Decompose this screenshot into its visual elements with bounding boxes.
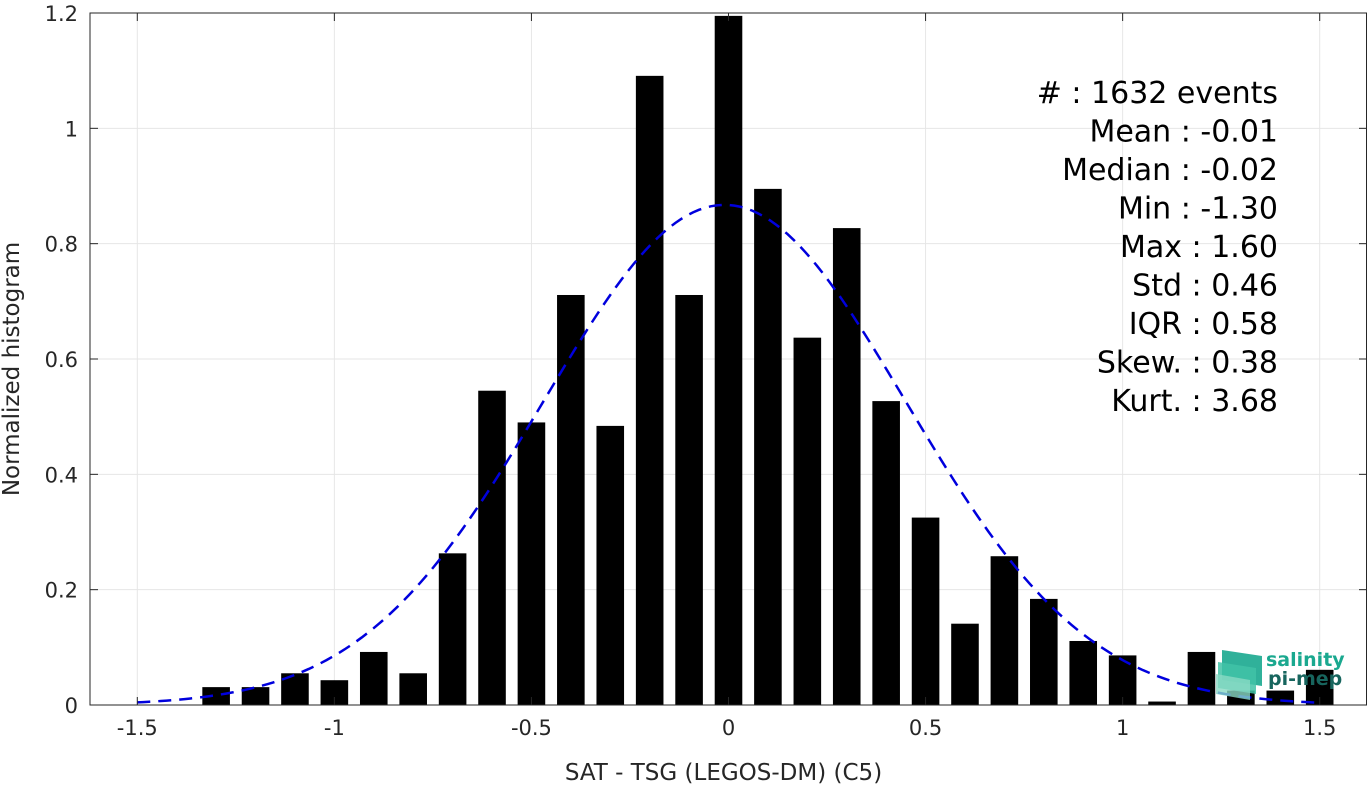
histogram-bar [478,390,506,705]
stats-line: Median : -0.02 [1062,153,1278,188]
histogram-bar [793,337,822,705]
stats-line: Std : 0.46 [1132,269,1278,304]
x-axis-ticks: -1.5 -1 -0.5 0 0.5 1 1.5 [117,13,1336,740]
y-tick-label: 1.2 [45,2,78,26]
histogram-bar [517,422,546,705]
histogram-bar [990,556,1019,705]
histogram-bar [241,687,270,705]
y-tick-label: 0.6 [45,348,78,372]
histogram-bar [911,517,940,705]
x-tick-label: 1.5 [1303,716,1336,740]
x-tick-label: 1 [1116,716,1129,740]
logo-text-pi-mep: pi-mep [1268,668,1342,690]
histogram-bar [399,673,427,705]
histogram-bar [714,15,743,705]
y-axis-label: Normalized histogram [0,242,25,496]
histogram-bar [557,294,585,705]
histogram-bar [1069,640,1098,705]
x-tick-label: 0 [722,716,735,740]
x-tick-label: -1.5 [117,716,158,740]
histogram-bar [1266,690,1295,705]
x-tick-label: -0.5 [511,716,552,740]
histogram-bar [596,425,625,705]
normal-fit-curve [137,203,1320,704]
histogram-bar [675,294,703,705]
stats-line: Mean : -0.01 [1089,115,1278,150]
stats-line: Skew. : 0.38 [1097,346,1278,381]
x-axis-label: SAT - TSG (LEGOS-DM) (C5) [565,760,882,785]
histogram-bar [1108,655,1137,705]
histogram-bar [1030,598,1058,705]
logo-mark-icon [1216,650,1262,700]
stats-line: Max : 1.60 [1120,230,1278,265]
stats-line: IQR : 0.58 [1129,307,1278,342]
stats-line: Kurt. : 3.68 [1111,384,1278,419]
histogram-bar [635,75,664,705]
stats-line: Min : -1.30 [1118,192,1278,227]
y-tick-label: 1 [65,117,78,141]
stats-line: # : 1632 events [1037,76,1278,111]
x-tick-label: 0.5 [909,716,942,740]
y-axis-ticks: 0 0.2 0.4 0.6 0.8 1 1.2 [45,2,1367,718]
histogram-bar [1148,701,1176,705]
histogram-bar [1187,651,1216,705]
y-tick-label: 0 [65,694,78,718]
histogram-bar [872,401,900,705]
bars [202,15,1334,706]
y-tick-label: 0.4 [45,463,78,487]
histogram-bar [359,651,388,705]
histogram-bar [754,188,782,706]
y-tick-label: 0.8 [45,233,78,257]
salinity-pi-mep-logo: salinity pi-mep [1216,649,1345,700]
histogram-bar [202,687,230,705]
x-tick-label: -1 [324,716,345,740]
logo-text-salinity: salinity [1266,649,1345,671]
histogram-bar [951,623,979,705]
y-tick-label: 0.2 [45,579,78,603]
histogram-bar [438,553,467,705]
histogram-bar [832,228,861,705]
